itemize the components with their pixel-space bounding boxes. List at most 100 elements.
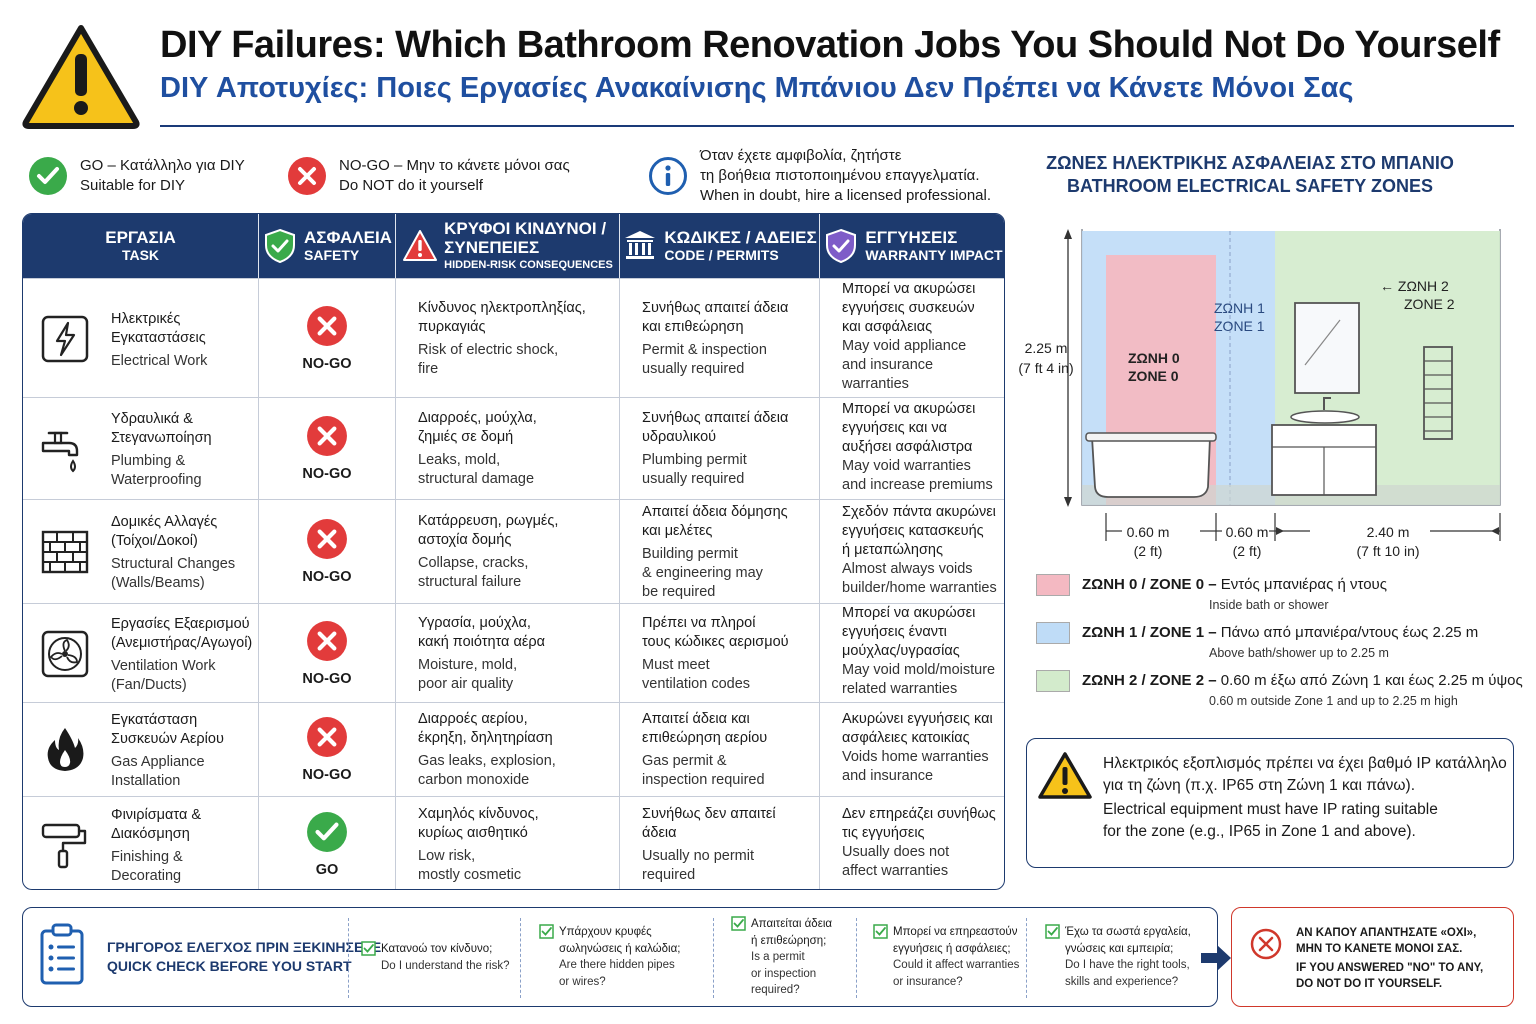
cell-line: Voids home warranties: [842, 749, 989, 765]
cell-line: Υγρασία, μούχλα,: [418, 615, 531, 631]
cell-line: Moisture, mold,: [418, 657, 518, 673]
quick-check-gr: γνώσεις και εμπειρία;: [1065, 942, 1174, 955]
zone-legend-desc-en: Above bath/shower up to 2.25 m: [1209, 646, 1389, 660]
col-codes-gr: ΚΩΔΙΚΕΣ / ΑΔΕΙΕΣ: [664, 228, 817, 247]
cell-line: Gas Appliance: [111, 754, 205, 770]
nogo-badge: NO-GO: [259, 620, 395, 689]
table-header: ΕΡΓΑΣΙΑ TASK ΑΣΦΑΛΕΙΑ SAFETY ΚΡΥΦΟΙ ΚΙΝΔΥΝ…: [23, 214, 1004, 278]
cell-line: και επιθεώρηση: [642, 319, 744, 335]
cell-line: Finishing &: [111, 849, 183, 865]
zone-legend-label: ΖΩΝΗ 1 / ZONE 1 –: [1082, 624, 1217, 641]
x-circle-icon: [288, 157, 326, 195]
quick-check-title-en: QUICK CHECK BEFORE YOU START: [107, 958, 352, 974]
zone-legend-desc-gr: Πάνω από μπανιέρα/ντους έως 2.25 m: [1220, 624, 1479, 641]
cell-line: usually required: [642, 361, 745, 377]
cell-line: Electrical Work: [111, 353, 208, 369]
cell-line: Μπορεί να ακυρώσει: [842, 401, 976, 417]
zone-legend-desc-gr: 0.60 m έξω από Ζώνη 1 και έως 2.25 m ύψο…: [1220, 672, 1523, 689]
cell-line: and insurance: [842, 768, 934, 784]
cell-line: μούχλας/υγρασίας: [842, 643, 960, 659]
quick-check-title-gr: ΓΡΗΓΟΡΟΣ ΕΛΕΓΧΟΣ ΠΡΙΝ ΞΕΚΙΝΗΣΕΤΕ: [107, 939, 382, 955]
cell-line: poor air quality: [418, 676, 514, 692]
zone-legend-label: ΖΩΝΗ 0 / ZONE 0 –: [1082, 576, 1217, 593]
cell-line: (Ανεμιστήρας/Αγωγοί): [111, 635, 253, 651]
risk-cell: Υγρασία, μούχλα, κακή ποιότητα αέρα Moistu…: [396, 604, 620, 702]
ip-note-gr1: Ηλεκτρικός εξοπλισμός πρέπει να έχει βαθ…: [1103, 755, 1507, 772]
task-cell: Εγκατάσταση Συσκευών Αερίου Gas Appliance I…: [23, 703, 259, 796]
task-cell: Δομικές Αλλαγές (Τοίχοι/Δοκοί) Structural …: [23, 500, 259, 603]
cell-line: ασφάλειες κατοικίας: [842, 730, 970, 746]
warranty-cell: Μπορεί να ακυρώσει εγγυήσεις και να αυξήσε…: [820, 398, 1004, 499]
zone-color-swatch: [1036, 622, 1070, 644]
cell-line: be required: [642, 584, 716, 600]
paint-roller-icon: [39, 819, 91, 871]
warranty-cell: Μπορεί να ακυρώσει εγγυήσεις συσκευών και …: [820, 279, 1004, 397]
cell-line: (Τοίχοι/Δοκοί): [111, 533, 198, 549]
quick-check-gr: ή επιθεώρηση;: [751, 934, 827, 947]
cell-line: εγγυήσεις και να: [842, 420, 947, 436]
quick-check-en: or wires?: [559, 975, 606, 988]
warranty-cell: Δεν επηρεάζει συνήθως τις εγγυήσεις Usuall…: [820, 797, 1004, 889]
zone2-label-gr: ← ΖΩΝΗ 2: [1380, 278, 1449, 294]
cell-line: Gas permit &: [642, 753, 727, 769]
cell-line: Δομικές Αλλαγές: [111, 514, 218, 530]
ip-note-en2: for the zone (e.g., IP65 in Zone 1 and a…: [1103, 823, 1416, 840]
zone1-label-gr: ΖΩΝΗ 1: [1214, 300, 1265, 316]
cell-line: Ακυρώνει εγγυήσεις και: [842, 711, 993, 727]
cell-line: αυξήσει ασφάλιστρα: [842, 439, 973, 455]
cell-line: τις εγγυήσεις: [842, 825, 925, 841]
zone-legend-item: ΖΩΝΗ 0 / ZONE 0 – Εντός μπανιέρας ή ντου…: [1036, 574, 1387, 612]
fan-icon: [39, 628, 91, 680]
bathroom-zones-diagram: ΖΩΝΗ 0 ZONE 0 ΖΩΝΗ 1 ZONE 1 ← ΖΩΝΗ 2 ZON…: [1018, 229, 1501, 559]
safety-cell: GO: [259, 797, 396, 889]
zone1-label-en: ZONE 1: [1214, 318, 1265, 334]
ip-note-gr2: για τη ζώνη (π.χ. IP65 στη Ζώνη 1 και πά…: [1103, 777, 1416, 794]
code-cell: Συνήθως απαιτεί άδεια και επιθεώρηση Permi…: [620, 279, 820, 397]
col-risk-gr1: ΚΡΥΦΟΙ ΚΙΝΔΥΝΟΙ /: [444, 218, 607, 238]
legend-info-en: When in doubt, hire a licensed professio…: [700, 187, 992, 204]
cell-line: αστοχία δομής: [418, 532, 512, 548]
zones-title-en: BATHROOM ELECTRICAL SAFETY ZONES: [1066, 176, 1433, 196]
quick-check-gr: σωληνώσεις ή καλώδια;: [559, 942, 681, 955]
cell-line: Συνήθως δεν απαιτεί: [642, 806, 776, 822]
col-risk-header: ΚΡΥΦΟΙ ΚΙΝΔΥΝΟΙ / ΣΥΝΕΠΕΙΕΣ HIDDEN-RISK CO…: [396, 214, 620, 278]
cell-line: Πρέπει να πληροί: [642, 615, 756, 631]
zone-legend-desc-en: Inside bath or shower: [1209, 598, 1329, 612]
table-row: Δομικές Αλλαγές (Τοίχοι/Δοκοί) Structural …: [23, 499, 1004, 603]
task-cell: Εργασίες Εξαερισμού (Ανεμιστήρας/Αγωγοί) V…: [23, 604, 259, 702]
cell-line: και μελέτες: [642, 523, 713, 539]
quick-check-en: Do I understand the risk?: [381, 959, 510, 972]
cell-line: carbon monoxide: [418, 772, 530, 788]
cell-line: Building permit: [642, 546, 738, 562]
x-circle-icon: [307, 306, 347, 346]
quick-check-en: skills and experience?: [1065, 975, 1179, 988]
cell-line: Structural Changes: [111, 556, 236, 572]
ip-note-en1: Electrical equipment must have IP rating…: [1103, 801, 1438, 818]
cell-line: κακή ποιότητα αέρα: [418, 634, 545, 650]
warning-gr1: ΑΝ ΚΑΠΟΥ ΑΠΑΝΤΗΣΑΤΕ «ΟΧΙ»,: [1296, 927, 1477, 939]
cell-line: Collapse, cracks,: [418, 555, 529, 571]
cell-line: Must meet: [642, 657, 710, 673]
quick-check-item: Κατανοώ τον κίνδυνο; Do I understand the …: [361, 941, 529, 1024]
zone-legend-item: ΖΩΝΗ 2 / ZONE 2 – 0.60 m έξω από Ζώνη 1 …: [1036, 670, 1523, 708]
cell-line: (Walls/Beams): [111, 575, 205, 591]
checkbox-checked-icon: [873, 924, 888, 939]
faucet-icon: [39, 423, 91, 475]
x-circle-outline-icon: [1250, 928, 1282, 960]
cell-line: Απαιτεί άδεια και: [642, 711, 750, 727]
safety-label: GO: [315, 862, 339, 878]
ip-rating-note: Ηλεκτρικός εξοπλισμός πρέπει να έχει βαθ…: [1026, 738, 1514, 868]
quick-check-en: Could it affect warranties: [893, 959, 1020, 971]
page-title: DIY Failures: Which Bathroom Renovation …: [160, 24, 1500, 66]
cell-line: κυρίως αισθητικό: [418, 825, 528, 841]
warning-gr2: ΜΗΝ ΤΟ ΚΑΝΕΤΕ ΜΟΝΟΙ ΣΑΣ.: [1296, 943, 1463, 955]
safety-label: NO-GO: [302, 569, 352, 585]
cell-line: Στεγανωποίηση: [111, 430, 212, 446]
col-task-header: ΕΡΓΑΣΙΑ TASK: [23, 214, 259, 278]
warranty-cell: Σχεδόν πάντα ακυρώνει εγγυήσεις κατασκευή…: [820, 500, 1004, 603]
cell-line: Gas leaks, explosion,: [418, 753, 556, 769]
check-circle-icon: [307, 812, 347, 852]
code-cell: Απαιτεί άδεια δόμησης και μελέτες Building…: [620, 500, 820, 603]
zone2-label-en: ZONE 2: [1404, 296, 1455, 312]
risk-cell: Διαρροές αερίου, έκρηξη, δηλητηρίαση Gas l…: [396, 703, 620, 796]
